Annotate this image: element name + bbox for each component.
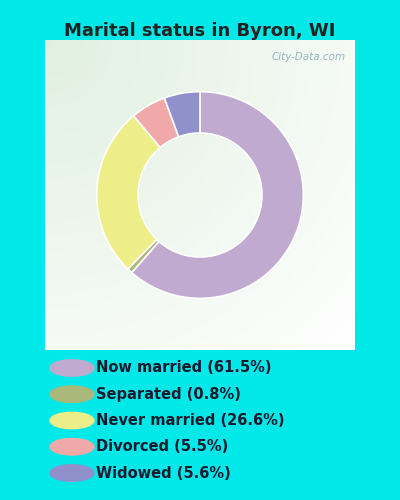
- Wedge shape: [97, 116, 160, 269]
- Text: City-Data.com: City-Data.com: [272, 52, 346, 62]
- Text: Never married (26.6%): Never married (26.6%): [96, 413, 284, 428]
- Wedge shape: [134, 98, 179, 148]
- Circle shape: [50, 412, 94, 428]
- Circle shape: [50, 360, 94, 376]
- Wedge shape: [128, 240, 159, 272]
- Circle shape: [50, 465, 94, 481]
- Text: Divorced (5.5%): Divorced (5.5%): [96, 439, 228, 454]
- Wedge shape: [132, 92, 303, 298]
- Text: Widowed (5.6%): Widowed (5.6%): [96, 466, 231, 480]
- Circle shape: [50, 386, 94, 402]
- Wedge shape: [164, 92, 200, 137]
- Circle shape: [50, 438, 94, 455]
- Text: Separated (0.8%): Separated (0.8%): [96, 387, 241, 402]
- Text: Now married (61.5%): Now married (61.5%): [96, 360, 272, 376]
- Text: Marital status in Byron, WI: Marital status in Byron, WI: [64, 22, 336, 40]
